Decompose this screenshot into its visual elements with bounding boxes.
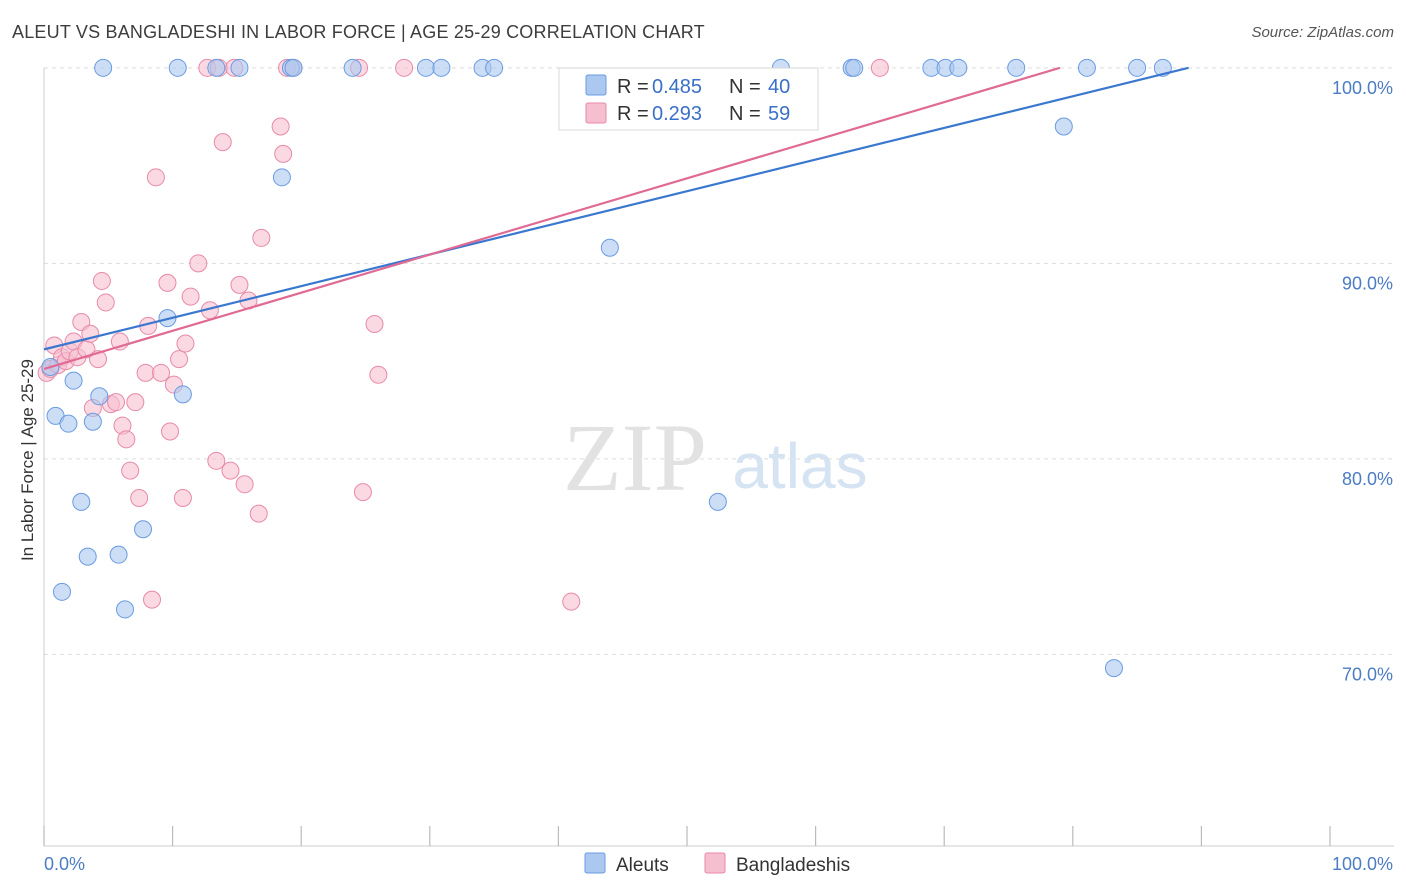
bangladeshi-point bbox=[271, 117, 290, 136]
aleut-point bbox=[53, 582, 72, 601]
bangladeshi-point bbox=[870, 58, 889, 77]
legend-n-label-bangladeshis: N = bbox=[729, 103, 761, 125]
y-tick-label: 90.0% bbox=[1342, 273, 1393, 293]
bangladeshi-point bbox=[146, 168, 165, 187]
bottom-legend-label-bangladeshis: Bangladeshis bbox=[736, 855, 850, 876]
y-tick-label: 80.0% bbox=[1342, 469, 1393, 489]
aleut-point bbox=[173, 385, 192, 404]
aleut-point bbox=[59, 414, 78, 433]
aleut-point bbox=[1077, 58, 1096, 77]
gridlines bbox=[44, 67, 1394, 655]
bangladeshi-point bbox=[353, 483, 372, 502]
aleut-point bbox=[134, 520, 153, 539]
bangladeshi-point bbox=[213, 133, 232, 152]
legend-r-value-bangladeshis: 0.293 bbox=[652, 103, 702, 125]
chart-title: ALEUT VS BANGLADESHI IN LABOR FORCE | AG… bbox=[12, 22, 705, 42]
aleut-point bbox=[1054, 117, 1073, 136]
trend-lines bbox=[43, 66, 1189, 370]
aleut-point bbox=[1007, 58, 1026, 77]
x-tick-label-max: 100.0% bbox=[1332, 854, 1393, 874]
legend-n-value-bangladeshis: 59 bbox=[768, 103, 790, 125]
aleut-point bbox=[600, 238, 619, 257]
y-tick-label: 70.0% bbox=[1342, 664, 1393, 684]
legend-n-value-aleuts: 40 bbox=[768, 76, 790, 98]
legend-n-label-aleuts: N = bbox=[729, 76, 761, 98]
aleut-point bbox=[116, 600, 135, 619]
aleut-point bbox=[708, 492, 727, 511]
bangladeshi-point bbox=[130, 488, 149, 507]
bangladeshi-point bbox=[181, 287, 200, 306]
bangladeshi-point bbox=[189, 254, 208, 273]
bangladeshi-point bbox=[562, 592, 581, 611]
bangladeshi-points bbox=[37, 58, 889, 611]
bangladeshi-point bbox=[249, 504, 268, 523]
bangladeshi-point bbox=[170, 350, 189, 369]
aleut-point bbox=[230, 58, 249, 77]
bangladeshi-point bbox=[235, 475, 254, 494]
bangladeshi-point bbox=[221, 461, 240, 480]
bangladeshi-point bbox=[136, 363, 155, 382]
bangladeshi-point bbox=[230, 275, 249, 294]
aleut-point bbox=[72, 492, 91, 511]
aleut-points bbox=[41, 58, 1172, 678]
bangladeshi-trend-line bbox=[43, 66, 1061, 370]
aleut-point bbox=[949, 58, 968, 77]
source-label: Source: ZipAtlas.com bbox=[1251, 24, 1394, 41]
aleut-point bbox=[207, 58, 226, 77]
aleut-point bbox=[284, 58, 303, 77]
y-tick-label: 100.0% bbox=[1332, 78, 1393, 98]
axes: 70.0% 80.0% 90.0% 100.0% 0.0% 100.0% bbox=[43, 68, 1394, 874]
aleut-point bbox=[343, 58, 362, 77]
bottom-legend-label-aleuts: Aleuts bbox=[616, 855, 669, 876]
watermark-atlas: atlas bbox=[732, 430, 867, 502]
legend-r-label-aleuts: R = bbox=[617, 76, 649, 98]
bangladeshi-point bbox=[176, 334, 195, 353]
bangladeshi-point bbox=[143, 590, 162, 609]
aleut-point bbox=[432, 58, 451, 77]
legend-swatch-aleuts bbox=[585, 74, 607, 96]
bangladeshi-point bbox=[207, 451, 226, 470]
bangladeshi-point bbox=[395, 58, 414, 77]
aleut-point bbox=[90, 387, 109, 406]
legend-r-value-aleuts: 0.485 bbox=[652, 76, 702, 98]
bangladeshi-point bbox=[96, 293, 115, 312]
aleut-point bbox=[78, 547, 97, 566]
bottom-legend-swatch-aleuts bbox=[584, 852, 606, 874]
aleut-point bbox=[83, 412, 102, 431]
bangladeshi-point bbox=[365, 314, 384, 333]
aleut-point bbox=[272, 168, 291, 187]
aleut-point bbox=[845, 58, 864, 77]
series-legend: Aleuts Bangladeshis bbox=[584, 852, 850, 876]
bangladeshi-point bbox=[158, 273, 177, 292]
bangladeshi-point bbox=[107, 393, 126, 412]
bangladeshi-point bbox=[252, 228, 271, 247]
aleut-point bbox=[94, 58, 113, 77]
aleut-point bbox=[109, 545, 128, 564]
bangladeshi-point bbox=[117, 430, 136, 449]
aleut-point bbox=[485, 58, 504, 77]
aleut-point bbox=[1128, 58, 1147, 77]
watermark: ZIP atlas bbox=[563, 404, 868, 511]
bangladeshi-point bbox=[369, 365, 388, 384]
bangladeshi-point bbox=[121, 461, 140, 480]
x-tick-label-min: 0.0% bbox=[44, 854, 85, 874]
bangladeshi-point bbox=[126, 393, 145, 412]
bangladeshi-point bbox=[173, 488, 192, 507]
watermark-zip: ZIP bbox=[563, 404, 707, 511]
aleut-point bbox=[64, 371, 83, 390]
legend-r-label-bangladeshis: R = bbox=[617, 103, 649, 125]
aleut-point bbox=[416, 58, 435, 77]
aleut-trend-line bbox=[43, 66, 1189, 351]
bangladeshi-point bbox=[161, 422, 180, 441]
bangladeshi-point bbox=[274, 144, 293, 163]
correlation-legend: R = 0.485 N = 40 R = 0.293 N = 59 bbox=[558, 67, 819, 131]
aleut-point bbox=[168, 58, 187, 77]
aleut-point bbox=[1104, 659, 1123, 678]
legend-swatch-bangladeshis bbox=[585, 102, 607, 124]
bangladeshi-point bbox=[92, 271, 111, 290]
bangladeshi-point bbox=[152, 363, 171, 382]
bottom-legend-swatch-bangladeshis bbox=[704, 852, 726, 874]
